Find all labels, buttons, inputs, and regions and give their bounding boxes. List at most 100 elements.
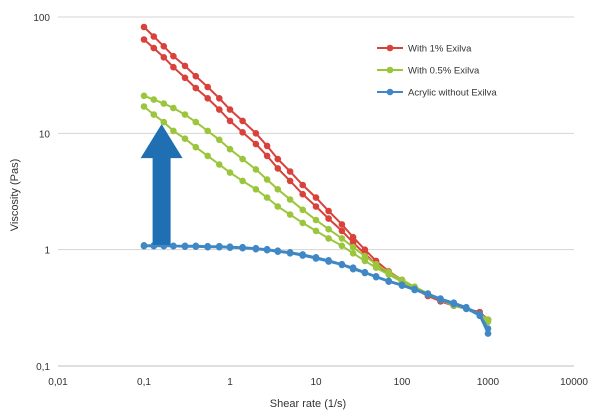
data-point: [140, 36, 148, 43]
data-point: [476, 312, 484, 320]
data-point: [216, 106, 223, 113]
data-point: [325, 225, 332, 233]
data-point: [140, 103, 148, 110]
data-point: [192, 118, 200, 126]
data-point: [299, 181, 307, 189]
data-point: [252, 186, 260, 193]
legend-swatch-marker: [386, 66, 394, 74]
data-point: [226, 169, 234, 176]
data-point: [140, 92, 148, 100]
data-point: [274, 186, 282, 193]
data-point: [263, 246, 271, 254]
series-line: [143, 105, 489, 323]
x-tick-label: 0,1: [137, 377, 151, 388]
data-point: [338, 261, 346, 269]
series-group: [140, 23, 492, 324]
data-point: [484, 330, 492, 337]
data-point: [263, 194, 271, 201]
data-point: [160, 43, 168, 50]
data-point: [239, 129, 246, 136]
data-point: [312, 227, 320, 235]
data-point: [299, 219, 307, 227]
data-point: [312, 216, 320, 224]
y-tick-label: 10: [39, 129, 51, 140]
data-point: [226, 244, 234, 251]
data-point: [150, 96, 158, 103]
data-point: [140, 242, 148, 250]
data-point: [274, 203, 282, 210]
y-tick-label: 100: [33, 13, 50, 24]
data-point: [226, 106, 234, 113]
data-point: [463, 305, 470, 313]
data-point: [349, 239, 357, 246]
data-point: [150, 44, 158, 52]
data-point: [216, 95, 223, 102]
data-point: [325, 235, 332, 242]
data-point: [338, 235, 346, 242]
data-point: [204, 127, 211, 135]
data-point: [338, 242, 346, 250]
data-point: [450, 300, 458, 308]
legend-label: With 0.5% Exilva: [408, 66, 480, 77]
x-tick-label: 100: [394, 377, 411, 388]
data-point: [170, 242, 177, 250]
data-point: [192, 143, 200, 151]
data-point: [192, 243, 200, 250]
data-point: [170, 63, 177, 71]
x-tick-label: 1000: [477, 377, 500, 388]
data-point: [192, 84, 200, 92]
legend-label: Acrylic without Exilva: [408, 88, 497, 99]
x-axis-title: Shear rate (1/s): [270, 398, 346, 410]
data-point: [286, 168, 294, 175]
data-point: [349, 265, 357, 273]
y-tick-label: 0,1: [36, 362, 50, 373]
annotation-arrow: [140, 124, 183, 245]
data-point: [274, 165, 282, 172]
data-point: [286, 196, 294, 203]
data-point: [204, 243, 211, 251]
x-tick-labels: 0,01 0,1 1 10 100 1000 10000: [48, 377, 588, 388]
data-point: [226, 117, 234, 125]
data-point: [274, 155, 282, 163]
up-arrow: [140, 124, 183, 245]
data-point: [216, 161, 223, 168]
data-point: [424, 291, 432, 299]
data-point: [160, 118, 168, 126]
data-point: [181, 111, 189, 118]
data-point: [299, 252, 307, 259]
data-point: [312, 255, 320, 262]
x-tick-label: 0,01: [48, 377, 68, 388]
legend-swatch-marker: [386, 44, 394, 52]
data-point: [349, 243, 357, 251]
data-point: [263, 142, 271, 150]
data-point: [181, 135, 189, 142]
data-point: [160, 54, 168, 61]
legend: With 1% Exilva With 0.5% Exilva Acrylic wi…: [377, 44, 497, 99]
y-axis-title: Viscosity (Pas): [9, 159, 21, 232]
data-point: [398, 282, 406, 290]
data-point: [274, 248, 282, 255]
data-point: [181, 62, 189, 70]
data-point: [252, 130, 260, 137]
data-point: [160, 100, 168, 107]
data-point: [181, 243, 189, 250]
series-line: [143, 38, 489, 321]
data-point: [349, 233, 357, 241]
x-tick-label: 10: [310, 377, 322, 388]
data-point: [361, 252, 369, 260]
data-point: [216, 136, 223, 144]
data-point: [372, 273, 380, 281]
data-point: [150, 33, 158, 40]
legend-swatch-marker: [386, 88, 394, 96]
data-point: [286, 250, 294, 257]
data-point: [239, 177, 246, 185]
x-tick-label: 10000: [560, 377, 588, 388]
data-point: [385, 271, 393, 278]
data-point: [181, 74, 189, 82]
data-point: [170, 52, 177, 60]
data-point: [361, 257, 369, 265]
data-series: [140, 23, 492, 337]
data-point: [437, 296, 444, 304]
